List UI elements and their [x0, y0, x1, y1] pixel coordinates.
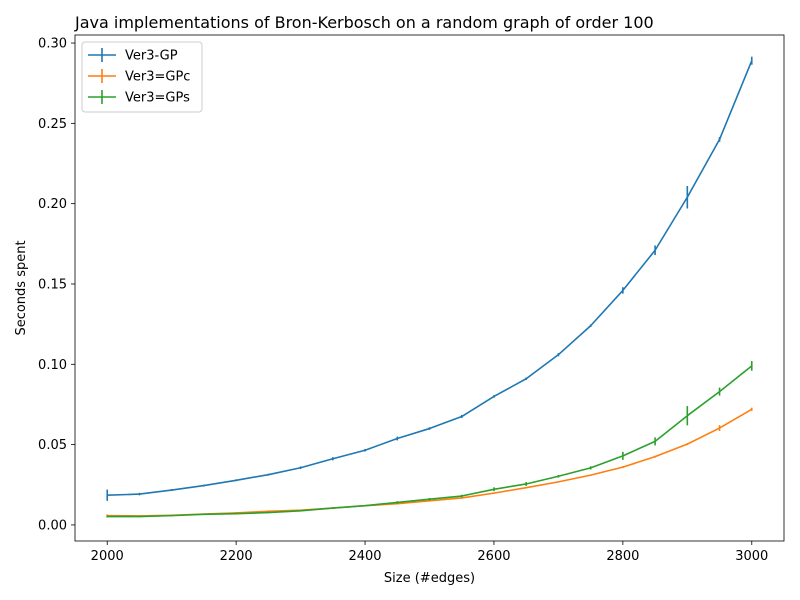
legend: Ver3-GP Ver3=GPc Ver3=GPs	[81, 41, 203, 113]
series-2	[106, 361, 753, 518]
x-tick-label: 2400	[348, 549, 381, 564]
y-tick-label: 0.20	[38, 197, 67, 212]
chart-title: Java implementations of Bron-Kerbosch on…	[74, 13, 654, 32]
x-tick-label: 2600	[477, 549, 510, 564]
y-tick-label: 0.25	[38, 117, 67, 132]
series-1	[106, 407, 753, 517]
legend-label: Ver3-GP	[125, 49, 178, 64]
y-tick-label: 0.10	[38, 358, 67, 373]
series-line	[107, 60, 753, 497]
legend-label: Ver3=GPc	[125, 70, 190, 85]
series-layer	[106, 56, 753, 518]
y-axis: 0.00 0.05 0.10 0.15 0.20 0.25 0.30	[38, 37, 75, 533]
x-tick-label: 3000	[735, 549, 768, 564]
y-tick-label: 0.30	[38, 37, 67, 52]
x-tick-label: 2200	[220, 549, 253, 564]
plot-area	[74, 34, 785, 542]
y-tick-label: 0.05	[38, 438, 67, 453]
legend-entry: Ver3-GP	[88, 48, 178, 64]
x-axis-label: Size (#edges)	[384, 571, 475, 586]
x-tick-label: 2000	[91, 549, 124, 564]
legend-frame	[81, 41, 203, 113]
legend-entry: Ver3=GPc	[88, 69, 190, 85]
x-tick-label: 2800	[606, 549, 639, 564]
y-axis-label: Seconds spent	[14, 240, 29, 335]
series-0	[106, 56, 753, 501]
legend-label: Ver3=GPs	[125, 91, 190, 106]
legend-entry: Ver3=GPs	[88, 90, 190, 106]
y-tick-label: 0.15	[38, 277, 67, 292]
y-tick-label: 0.00	[38, 518, 67, 533]
x-axis: 2000 2200 2400 2600 2800 3000	[91, 541, 768, 564]
